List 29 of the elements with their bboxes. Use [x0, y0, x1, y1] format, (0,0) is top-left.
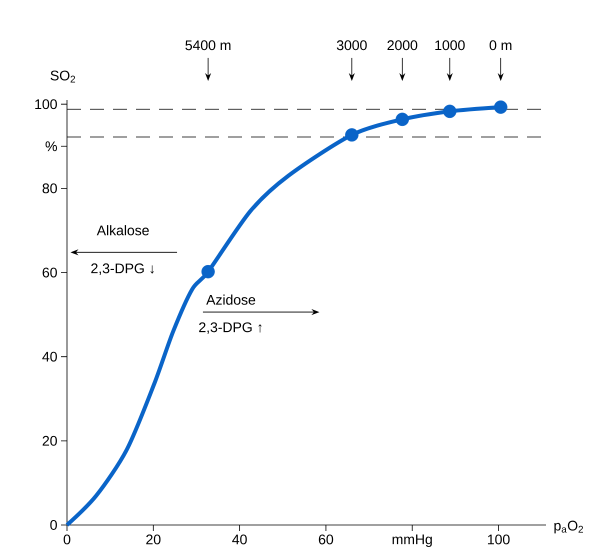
annotation: Azidose [206, 294, 256, 305]
x-tick-label: 20 [146, 534, 161, 544]
annotation: 2,3-DPG ↓ [91, 263, 154, 275]
text: 1000 [435, 40, 465, 50]
text: 2000 [387, 40, 418, 50]
text: 0 m [490, 40, 512, 50]
point [345, 128, 359, 142]
y-axis-title: SO$_{2}$ [50, 70, 76, 82]
x-tick-label: 60 [318, 534, 334, 544]
x-axis-title: p$_{a}$O$_{2}$ [554, 520, 583, 534]
x-tick-label: 100 [488, 534, 510, 544]
point [201, 264, 215, 278]
y-tick-label: 0 [50, 520, 57, 530]
point [396, 112, 410, 126]
text: 5400 m [185, 40, 230, 50]
y-tick-label: 80 [42, 183, 57, 194]
x-tick-label: mmHg [392, 534, 432, 548]
y-tick-label: 20 [42, 436, 57, 446]
annotation: 2,3-DPG ↑ [199, 322, 262, 334]
annotation: Alkalose [96, 225, 149, 236]
y-tick-label: 60 [42, 268, 57, 278]
x-tick-label: 0 [64, 534, 70, 544]
y-tick-label: 100 [35, 99, 57, 110]
y-tick-label: 40 [42, 352, 57, 362]
point [494, 100, 508, 114]
x-tick-label: 40 [232, 534, 247, 544]
point [443, 104, 456, 118]
text: 3000 [336, 40, 367, 50]
y-tick-label: % [46, 141, 57, 152]
